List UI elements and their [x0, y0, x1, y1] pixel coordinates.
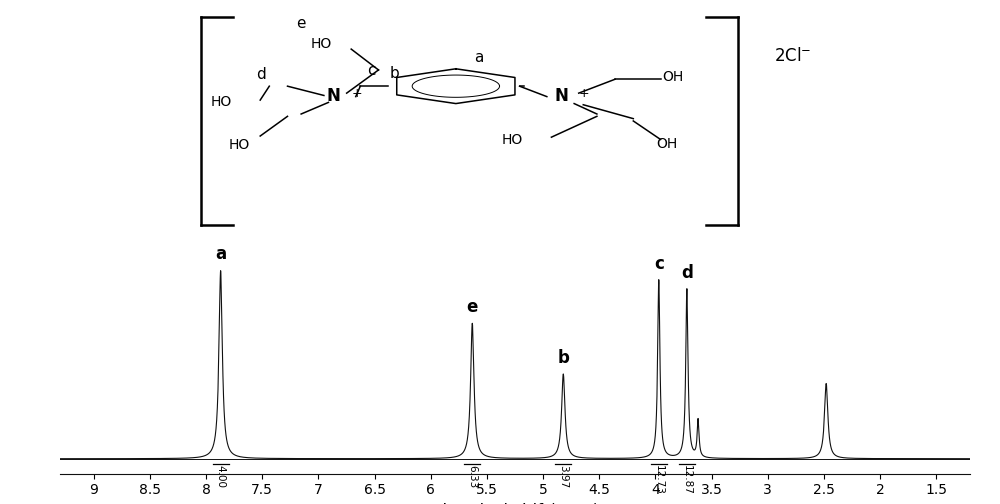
Text: 3.97: 3.97	[558, 465, 568, 488]
Text: N: N	[327, 87, 341, 105]
Text: 12.73: 12.73	[654, 465, 664, 495]
Text: HO: HO	[501, 133, 523, 147]
Text: HO: HO	[310, 37, 332, 51]
Text: c: c	[368, 62, 376, 78]
Text: 4.00: 4.00	[216, 465, 226, 488]
Text: d: d	[681, 264, 693, 282]
Text: 6.33: 6.33	[467, 465, 477, 488]
Text: HO: HO	[210, 95, 231, 109]
Text: d: d	[256, 67, 265, 82]
Text: OH: OH	[656, 137, 677, 151]
Text: HO: HO	[228, 138, 250, 152]
Text: 2Cl$^{-}$: 2Cl$^{-}$	[774, 47, 812, 65]
Text: e: e	[297, 16, 306, 31]
Text: OH: OH	[662, 70, 684, 84]
Text: b: b	[557, 349, 569, 366]
Text: +: +	[579, 87, 589, 100]
Text: b: b	[389, 66, 399, 81]
X-axis label: Chemical shift(ppm): Chemical shift(ppm)	[431, 503, 599, 504]
Text: N: N	[554, 87, 568, 105]
Text: e: e	[467, 298, 478, 316]
Text: a: a	[474, 50, 483, 65]
Text: 12.87: 12.87	[682, 465, 692, 495]
Text: +: +	[351, 87, 362, 100]
Text: a: a	[215, 245, 226, 263]
Text: c: c	[654, 255, 664, 273]
